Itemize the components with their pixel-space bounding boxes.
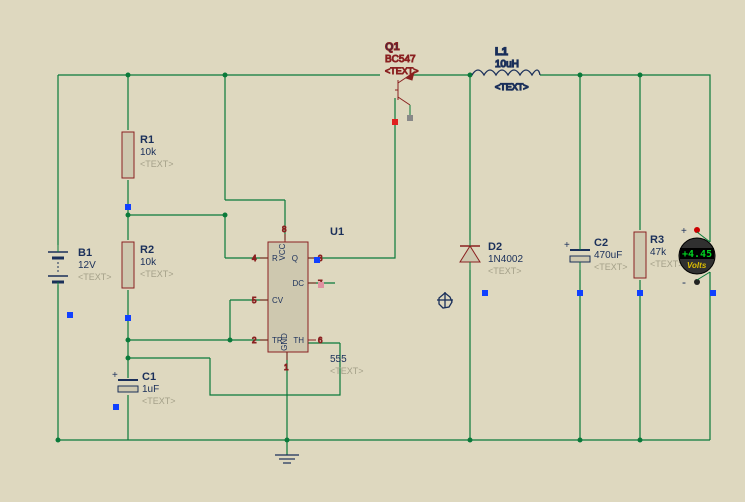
q1-val: BC547 <box>385 54 416 65</box>
capacitor-c2[interactable]: + C2 470uF <TEXT> <box>564 237 628 272</box>
r3-val: 47k <box>650 247 667 258</box>
schematic-canvas[interactable]: B1 12V <TEXT> R1 10k <TEXT> R2 10k <TEXT… <box>0 0 745 502</box>
svg-text:1: 1 <box>284 363 289 372</box>
l1-text: <TEXT> <box>495 82 529 92</box>
q1-text: <TEXT> <box>385 66 419 76</box>
u1-text: <TEXT> <box>330 366 364 376</box>
r2-ref: R2 <box>140 244 154 256</box>
d2-val: 1N4002 <box>488 254 523 265</box>
l1-val: 10uH <box>495 59 519 70</box>
meter-label: Volts <box>687 261 707 270</box>
origin-crosshair <box>437 292 453 308</box>
svg-text:+: + <box>681 226 687 237</box>
svg-text:2: 2 <box>252 336 257 345</box>
r3-text: <TEXT> <box>650 259 684 269</box>
svg-text:8: 8 <box>282 225 287 234</box>
c1-val: 1uF <box>142 384 159 395</box>
d2-text: <TEXT> <box>488 266 522 276</box>
ic-u1[interactable]: 4 5 2 3 7 6 8 1 R CV TR Q DC TH VCC GND … <box>252 225 364 376</box>
svg-text:Q: Q <box>292 254 298 263</box>
b1-ref: B1 <box>78 247 92 259</box>
d2-ref: D2 <box>488 241 502 253</box>
b1-text: <TEXT> <box>78 272 112 282</box>
svg-text:6: 6 <box>318 336 323 345</box>
u1-val: 555 <box>330 354 347 365</box>
transistor-q1[interactable]: Q1 BC547 <TEXT> <box>385 41 419 115</box>
svg-text:DC: DC <box>292 279 304 288</box>
svg-text:CV: CV <box>272 296 284 305</box>
c1-ref: C1 <box>142 371 156 383</box>
l1-ref: L1 <box>495 46 508 58</box>
svg-text:-: - <box>682 275 686 289</box>
svg-text:GND: GND <box>280 333 289 351</box>
c1-text: <TEXT> <box>142 396 176 406</box>
capacitor-c1[interactable]: + C1 1uF <TEXT> <box>112 370 176 406</box>
r3-ref: R3 <box>650 234 664 246</box>
r1-ref: R1 <box>140 134 154 146</box>
b1-val: 12V <box>78 260 96 271</box>
svg-text:+: + <box>564 240 570 251</box>
resistor-r1[interactable]: R1 10k <TEXT> <box>122 132 174 178</box>
r1-val: 10k <box>140 147 157 158</box>
svg-text:VCC: VCC <box>278 243 287 260</box>
battery-b1[interactable]: B1 12V <TEXT> <box>48 245 112 288</box>
resistor-r2[interactable]: R2 10k <TEXT> <box>122 242 174 288</box>
c2-val: 470uF <box>594 250 622 261</box>
c2-text: <TEXT> <box>594 262 628 272</box>
r1-text: <TEXT> <box>140 159 174 169</box>
c2-ref: C2 <box>594 237 608 249</box>
svg-text:4: 4 <box>252 254 257 263</box>
svg-text:TH: TH <box>293 336 304 345</box>
r2-val: 10k <box>140 257 157 268</box>
inductor-l1[interactable]: L1 10uH <TEXT> <box>472 46 540 92</box>
svg-text:+: + <box>112 370 118 381</box>
svg-text:5: 5 <box>252 296 257 305</box>
u1-ref: U1 <box>330 226 344 238</box>
r2-text: <TEXT> <box>140 269 174 279</box>
ground-symbol <box>275 455 299 463</box>
resistor-r3[interactable]: R3 47k <TEXT> <box>634 232 684 278</box>
q1-ref: Q1 <box>385 41 400 53</box>
meter-reading: +4.45 <box>682 249 712 260</box>
